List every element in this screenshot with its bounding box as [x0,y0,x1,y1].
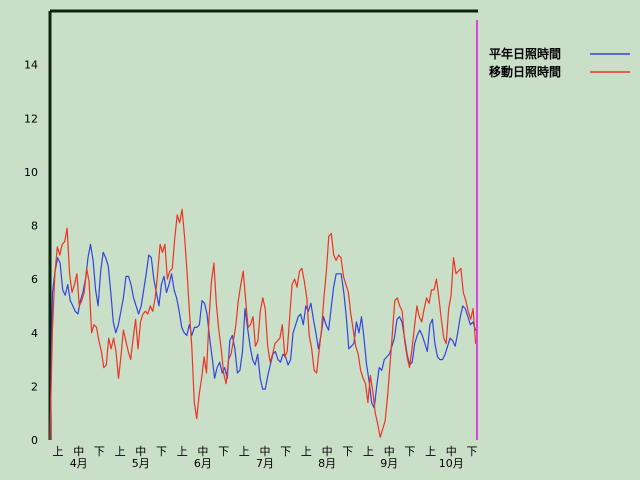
legend-label-0: 平年日照時間 [489,46,561,61]
plot-frame [48,9,478,440]
x-tick-label-13: 中 [322,445,333,458]
y-axis-ticks: 0 2 4 6 8 10 12 14 [24,59,38,447]
x-tick-label-15: 上 [363,445,374,458]
y-tick-label-4: 8 [31,220,38,233]
x-tick-label-6: 上 [177,445,188,458]
y-tick-label-1: 2 [31,380,38,393]
y-tick-label-7: 14 [24,59,38,72]
series-line-1 [49,208,479,441]
x-tick-label-14: 下 [342,445,353,458]
x-tick-label-10: 中 [260,445,271,458]
x-tick-label-7: 中 [197,445,208,458]
x-month-label-6: 10月 [439,457,464,470]
x-tick-label-4: 中 [135,445,146,458]
x-tick-label-19: 中 [446,445,457,458]
y-tick-label-3: 6 [31,273,38,286]
y-tick-label-5: 10 [24,166,38,179]
legend-label-1: 移動日照時間 [489,64,561,79]
x-tick-label-1: 中 [73,445,84,458]
x-tick-label-2: 下 [94,445,105,458]
y-tick-label-6: 12 [24,112,38,125]
x-tick-label-9: 上 [239,445,250,458]
x-tick-label-12: 上 [301,445,312,458]
x-axis-ticks: 上中下上中下上中下上中下上中下上中下上中下4月 5月 6月 7月 8月 9月 10月 [53,445,478,470]
x-month-label-4: 8月 [318,457,336,470]
x-month-label-1: 5月 [132,457,150,470]
x-tick-label-18: 上 [425,445,436,458]
x-tick-label-20: 下 [467,445,478,458]
y-tick-label-0: 0 [31,434,38,447]
x-tick-label-5: 下 [156,445,167,458]
y-tick-label-2: 4 [31,327,38,340]
x-tick-label-11: 下 [280,445,291,458]
x-month-label-2: 6月 [194,457,212,470]
x-tick-label-8: 下 [218,445,229,458]
series-lines [49,208,479,441]
x-month-label-0: 4月 [70,457,88,470]
x-tick-label-17: 下 [404,445,415,458]
x-tick-label-0: 上 [53,445,64,458]
x-tick-label-3: 上 [115,445,126,458]
x-month-label-3: 7月 [256,457,274,470]
x-month-label-5: 9月 [380,457,398,470]
x-tick-label-16: 中 [384,445,395,458]
